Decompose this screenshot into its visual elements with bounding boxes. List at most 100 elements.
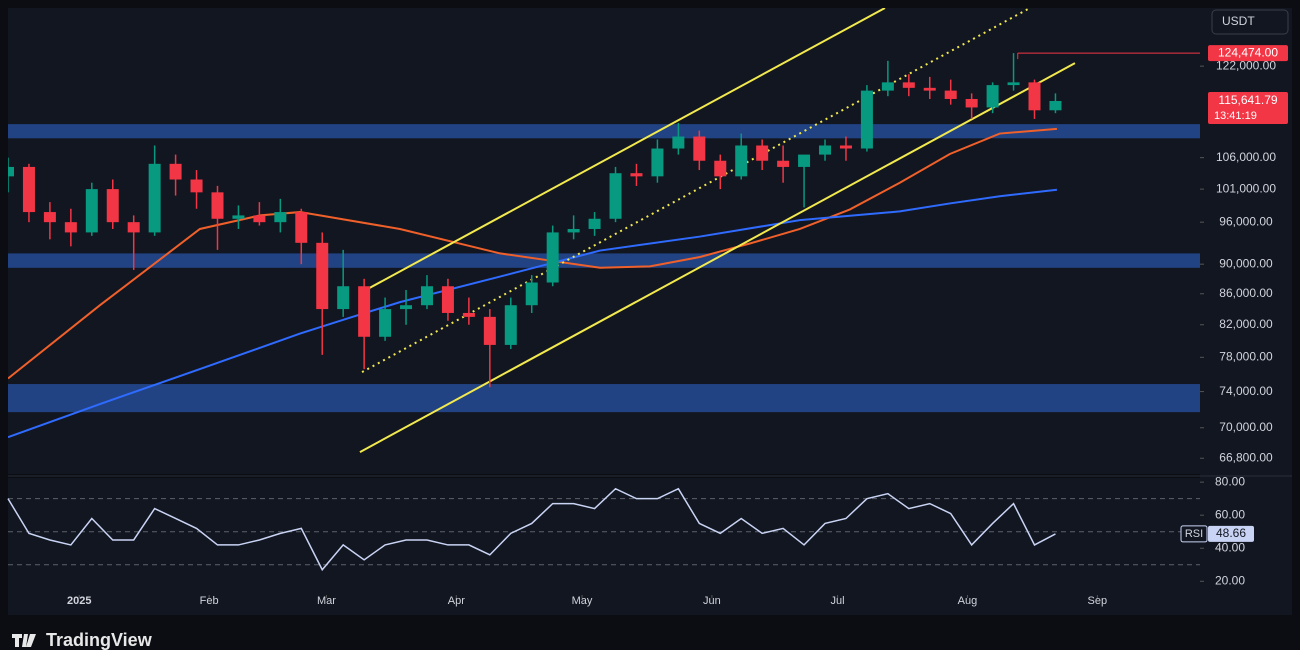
overlay: 122,000.00 106,000.00 101,000.00 96,000.00 9… [67, 45, 1288, 607]
x-tick-label: Mar [317, 595, 336, 607]
rsi-value: 48.66 [1216, 526, 1246, 540]
x-tick-label: 2025 [67, 595, 91, 607]
candle-body [316, 242, 329, 310]
rsi-value-box [1208, 525, 1254, 542]
rsi-tick-label: 40.00 [1215, 540, 1245, 554]
y-tick-label: 78,000.00 [1219, 349, 1273, 363]
candle-body [43, 212, 56, 223]
candle-body [274, 212, 287, 223]
y-tick-label: 66,800.00 [1219, 450, 1273, 464]
candle-body [839, 145, 852, 149]
trend-channel [359, 8, 886, 295]
candle-body [881, 82, 894, 91]
candle-body [1028, 82, 1041, 111]
countdown: 13:41:19 [1214, 110, 1257, 122]
y-tick-label: 86,000.00 [1219, 286, 1273, 300]
y-tick-label: 101,000.00 [1216, 181, 1276, 195]
candle-body [483, 316, 496, 345]
time-axis [8, 595, 1292, 615]
y-tick-label: 70,000.00 [1219, 420, 1273, 434]
rsi-tick-label: 60.00 [1215, 507, 1245, 521]
candle-body [420, 286, 433, 306]
y-tick-label: 82,000.00 [1219, 317, 1273, 331]
candle-body [379, 309, 392, 337]
support-zone [8, 253, 1200, 268]
candle-body [756, 145, 769, 161]
candle-body [85, 189, 98, 233]
candle-body [504, 305, 517, 345]
candle-body [400, 305, 413, 310]
last-price: 115,641.79 [1218, 93, 1277, 107]
candle-body [672, 136, 685, 149]
candle-body [295, 212, 308, 243]
x-tick-label: Feb [200, 595, 219, 607]
resistance-label: 124,474.00 [1218, 45, 1278, 59]
candle-body [923, 87, 936, 91]
candle-body [148, 163, 161, 233]
candle-body [525, 282, 538, 306]
y-tick-label: 122,000.00 [1216, 58, 1276, 72]
candle-body [693, 136, 706, 161]
logo: TradingView [12, 630, 153, 650]
rsi-name: RSI [1185, 528, 1203, 540]
y-tick-label: 96,000.00 [1219, 214, 1273, 228]
rsi-line [7, 487, 1056, 572]
x-tick-label: Sep [1088, 595, 1108, 607]
candle-body [211, 192, 224, 219]
rsi-tick-label: 20.00 [1215, 573, 1245, 587]
y-tick-label: 106,000.00 [1216, 150, 1276, 164]
x-tick-label: May [572, 595, 593, 607]
candle-body [1007, 82, 1020, 86]
candle-body [127, 222, 140, 233]
trend-channel [359, 62, 1076, 453]
candle-body [798, 154, 811, 167]
rsi-plot [7, 487, 1200, 572]
y-tick-label: 74,000.00 [1219, 384, 1273, 398]
candle-body [714, 160, 727, 177]
candle-body [588, 218, 601, 229]
candle-body [986, 85, 999, 108]
moving-average [8, 127, 1058, 380]
candle-body [567, 228, 580, 233]
x-tick-label: Jul [831, 595, 845, 607]
candle-body [106, 189, 119, 223]
candle-body [64, 222, 77, 233]
candle-body [651, 148, 664, 177]
y-tick-label: 90,000.00 [1219, 256, 1273, 270]
rsi-tick-label: 80.00 [1215, 474, 1245, 488]
candle-body [965, 98, 978, 108]
candle-body [777, 160, 790, 167]
candle-body [630, 173, 643, 177]
currency-box [1211, 9, 1289, 35]
candle-body [8, 166, 14, 177]
candle-body [337, 286, 350, 310]
rsi-name-box [1180, 525, 1208, 543]
resistance-label-box [1208, 45, 1288, 62]
candle-body [232, 215, 245, 219]
candle-body [253, 215, 266, 223]
candle-body [22, 166, 35, 213]
candle-body [609, 173, 622, 219]
candle-body [819, 145, 832, 155]
price-plot [8, 8, 1200, 453]
rsi-pane [8, 478, 1200, 595]
candle-body [944, 90, 957, 99]
candle-body [190, 179, 203, 193]
x-tick-label: Aug [958, 595, 978, 607]
brand: TradingView [46, 630, 153, 650]
candle-body [462, 312, 475, 317]
candle-body [1049, 100, 1062, 111]
candle-body [735, 145, 748, 177]
currency: USDT [1222, 14, 1255, 28]
support-zone [8, 124, 1200, 139]
trend-channel [361, 8, 1031, 373]
support-zone [8, 384, 1200, 413]
candle-body [902, 82, 915, 88]
candle-body [441, 286, 454, 313]
logo-icon [12, 634, 36, 647]
x-tick-label: Jun [703, 595, 721, 607]
candle-body [546, 232, 559, 283]
candle-body [860, 90, 873, 149]
